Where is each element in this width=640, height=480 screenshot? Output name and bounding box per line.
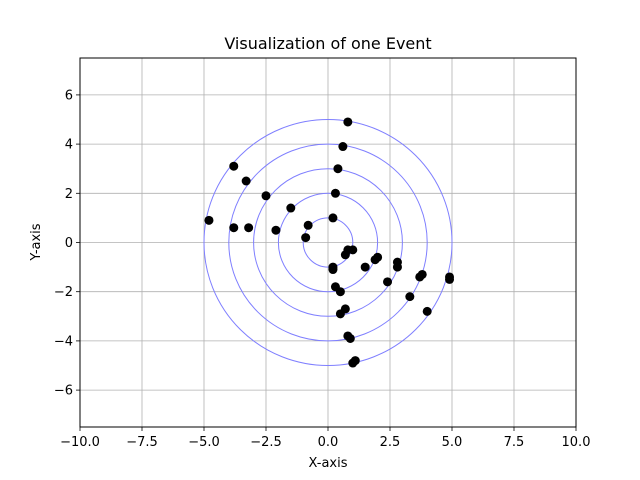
data-point (333, 164, 343, 174)
y-tick-label: 4 (65, 138, 73, 153)
data-point (392, 262, 402, 272)
plot-frame (79, 57, 577, 428)
radius-circle (228, 143, 428, 342)
data-point (261, 191, 271, 201)
data-point (422, 306, 432, 316)
grid (79, 58, 577, 427)
data-point (373, 252, 383, 262)
data-point (348, 245, 358, 255)
x-tick-label: 7.5 (504, 435, 525, 450)
data-point (229, 223, 239, 233)
data-point (330, 188, 340, 198)
x-tick-label: −10.0 (60, 435, 100, 450)
radius-circle (302, 217, 354, 268)
x-tick-label: −5.0 (188, 435, 220, 450)
data-point (340, 304, 350, 314)
data-point (244, 223, 254, 233)
y-axis-label: Y-axis (29, 223, 44, 261)
x-tick-label: −7.5 (126, 435, 158, 450)
data-point (383, 277, 393, 287)
y-axis-ticks: −6 −4 −2 0 2 4 6 (54, 88, 80, 399)
data-point (241, 176, 251, 186)
data-point (417, 269, 427, 279)
y-tick-label: −6 (54, 384, 73, 399)
x-axis-ticks: −10.0 −7.5 −5.0 −2.5 0.0 2.5 5.0 7.5 10.0 (60, 427, 590, 450)
data-point (303, 220, 313, 230)
y-tick-label: 6 (65, 88, 73, 103)
y-tick-label: 0 (65, 236, 73, 251)
x-tick-label: 2.5 (380, 435, 401, 450)
data-point (286, 203, 296, 213)
data-point (345, 333, 355, 343)
radius-circle (277, 192, 379, 293)
data-point (328, 265, 338, 275)
data-point (301, 233, 311, 243)
data-point (338, 142, 348, 152)
data-point (405, 292, 415, 302)
data-point (204, 215, 214, 225)
x-axis-label: X-axis (309, 456, 348, 471)
data-point (343, 117, 353, 127)
x-tick-label: 5.0 (442, 435, 463, 450)
y-tick-label: −4 (54, 334, 73, 349)
x-tick-label: −2.5 (250, 435, 282, 450)
y-tick-label: −2 (54, 285, 73, 300)
radius-circle (253, 168, 403, 317)
x-tick-label: 10.0 (562, 435, 591, 450)
data-point (271, 225, 281, 235)
chart-title: Visualization of one Event (224, 34, 431, 53)
data-point (360, 262, 370, 272)
concentric-circles (203, 119, 453, 366)
y-tick-label: 2 (65, 187, 73, 202)
data-point (348, 358, 358, 368)
x-tick-label: 0.0 (318, 435, 339, 450)
data-points (204, 117, 455, 368)
data-point (328, 213, 338, 223)
data-point (340, 250, 350, 260)
radius-circle (203, 119, 453, 366)
data-point (445, 274, 455, 284)
data-point (335, 287, 345, 297)
data-point (229, 161, 239, 171)
